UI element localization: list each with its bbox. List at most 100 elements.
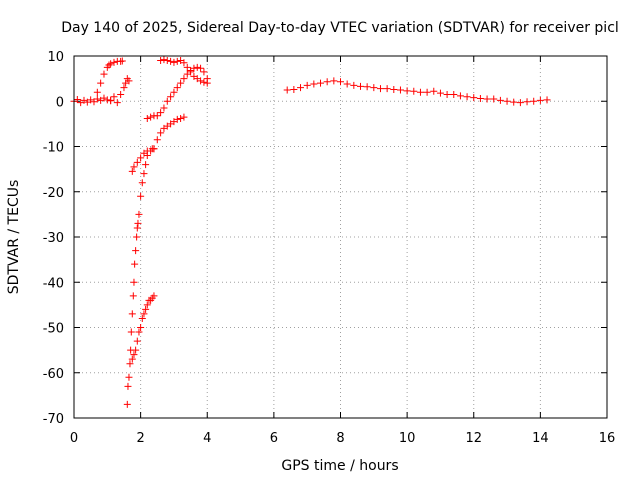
data-point [197,64,205,72]
data-point [126,360,134,368]
data-point [100,94,108,102]
data-point [153,136,161,144]
data-point [73,95,81,103]
data-point [167,93,175,101]
data-point [416,88,424,96]
data-point [303,81,311,89]
data-point [476,95,484,103]
data-point [132,346,140,354]
y-tick-label: -20 [43,186,64,201]
x-tick-label: 12 [465,431,482,446]
data-point [193,63,201,71]
data-point [125,77,133,85]
y-tick-label: -40 [43,276,64,291]
data-point [135,210,143,218]
data-point [410,87,418,95]
data-point [356,82,364,90]
series-arc-6 [157,56,211,87]
data-point [376,85,384,93]
data-point [383,85,391,93]
data-point [310,80,318,88]
data-point [129,292,137,300]
data-point [200,68,208,76]
data-point [350,81,358,89]
x-axis-label: GPS time / hours [281,458,398,474]
x-tick-label: 8 [336,431,344,446]
data-point [128,167,136,175]
data-point [138,179,146,187]
data-point [93,95,101,103]
data-point [430,87,438,95]
data-point [390,85,398,93]
data-point [187,68,195,76]
data-point [142,161,150,169]
data-point [190,64,198,72]
data-point [510,98,518,106]
data-point [137,154,145,162]
data-point [543,96,551,104]
data-point [157,109,165,117]
data-point [140,310,148,318]
x-tick-label: 4 [203,431,211,446]
data-point [125,373,133,381]
data-point [530,97,538,105]
data-point [503,97,511,105]
data-point [120,84,128,92]
data-point [137,324,145,331]
data-point [343,80,351,88]
data-point [323,78,331,86]
data-point [463,93,471,101]
data-point [128,355,136,363]
data-point [370,84,378,92]
data-point [443,90,451,98]
data-point [337,78,344,86]
data-point [124,382,132,390]
data-point [290,85,298,93]
x-tick-label: 2 [136,431,144,446]
data-point [97,79,105,87]
data-point [180,113,188,121]
data-point [523,98,531,106]
data-point [490,95,498,103]
data-point [80,96,88,104]
series-rise-2 [107,75,133,107]
data-point [131,260,139,268]
data-point [130,351,138,359]
data-point [283,86,291,94]
data-point [470,94,478,102]
data-point [133,233,141,241]
data-point [183,63,191,71]
data-point [496,96,504,104]
x-tick-label: 6 [270,431,278,446]
data-point [130,163,138,171]
data-point [330,77,338,85]
data-point [105,61,113,69]
data-point [297,84,305,92]
data-point [127,328,135,336]
data-point [157,129,165,137]
data-point [123,400,131,408]
data-point [142,305,150,313]
data-point [163,97,171,105]
data-point [203,79,211,87]
data-point [170,88,178,96]
data-point [150,145,158,153]
data-point [150,292,158,300]
y-tick-label: -50 [43,322,64,337]
x-tick-label: 10 [399,431,416,446]
data-point [450,90,458,98]
x-tick-label: 0 [70,431,78,446]
series-arc-1 [123,152,151,408]
series-arc-2 [128,292,158,363]
y-tick-label: -70 [43,412,64,427]
data-point [130,278,138,286]
data-point [107,60,115,68]
data-point [456,92,464,100]
data-point [128,310,136,318]
data-point [118,57,126,65]
data-point [396,86,404,94]
data-point [110,93,118,101]
data-point [107,96,115,104]
data-point [177,79,185,87]
